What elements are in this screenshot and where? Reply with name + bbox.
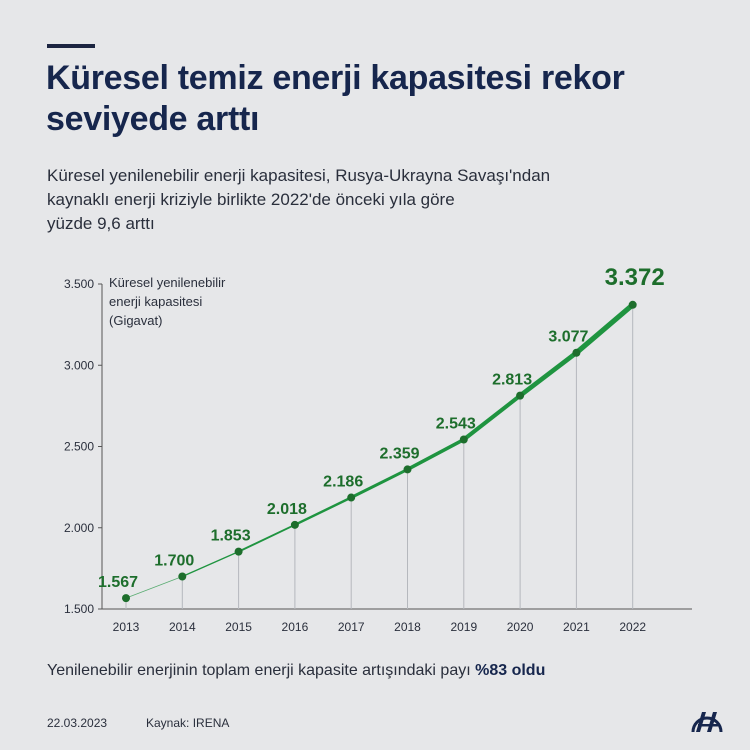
x-tick-label: 2015	[225, 620, 252, 634]
line-segment	[181, 550, 240, 578]
x-tick-label: 2016	[282, 620, 309, 634]
date: 22.03.2023	[47, 716, 108, 730]
data-point	[178, 572, 187, 581]
y-tick-label: 2.500	[64, 440, 94, 454]
data-label: 1.567	[98, 574, 138, 591]
data-point	[459, 435, 468, 444]
footnote: Yenilenebilir enerjinin toplam enerji ka…	[47, 662, 545, 680]
data-label: 2.186	[323, 474, 363, 491]
data-label: 2.018	[267, 501, 307, 518]
subtitle-line: yüzde 9,6 arttı	[47, 214, 155, 233]
data-point	[347, 493, 356, 502]
data-point	[122, 594, 130, 603]
y-tick-label: 3.000	[64, 358, 94, 372]
line-segment	[237, 523, 296, 553]
x-tick-label: 2021	[563, 620, 590, 634]
line-segment	[405, 437, 466, 472]
x-tick-label: 2019	[450, 620, 477, 634]
line-segment	[349, 467, 409, 500]
line-segment	[461, 393, 523, 442]
x-tick-label: 2014	[169, 620, 196, 634]
data-point	[572, 348, 581, 357]
x-tick-label: 2017	[338, 620, 365, 634]
data-label: 3.077	[548, 329, 588, 346]
x-tick-label: 2018	[394, 620, 421, 634]
page-title: Küresel temiz enerji kapasitesi rekor se…	[46, 59, 625, 138]
data-point	[628, 300, 637, 309]
data-label: 3.372	[605, 264, 665, 291]
subtitle-line: Küresel yenilenebilir enerji kapasitesi,…	[47, 166, 551, 185]
y-axis-label: (Gigavat)	[109, 313, 162, 328]
title-rule	[47, 44, 95, 48]
subtitle: Küresel yenilenebilir enerji kapasitesi,…	[47, 164, 647, 236]
data-label: 1.700	[154, 553, 194, 570]
line-segment	[573, 302, 636, 356]
line-segment	[517, 350, 579, 398]
y-tick-label: 3.500	[64, 277, 94, 291]
x-tick-label: 2020	[507, 620, 534, 634]
subtitle-line: kaynaklı enerji kriziyle birlikte 2022'd…	[47, 190, 455, 209]
data-point	[516, 391, 525, 400]
x-tick-label: 2022	[619, 620, 646, 634]
x-tick-label: 2013	[113, 620, 140, 634]
line-segment	[293, 496, 353, 527]
footnote-text: Yenilenebilir enerjinin toplam enerji ka…	[47, 662, 476, 679]
data-label: 2.813	[492, 372, 532, 389]
footnote-highlight: %83 oldu	[475, 662, 546, 679]
data-label: 2.543	[436, 416, 476, 433]
data-point	[234, 547, 243, 556]
y-axis-label: Küresel yenilenebilir	[109, 275, 226, 290]
data-label: 1.853	[211, 528, 251, 545]
data-label: 2.359	[379, 445, 419, 462]
y-tick-label: 1.500	[64, 602, 94, 616]
aa-logo-icon	[691, 712, 723, 733]
y-tick-label: 2.000	[64, 521, 94, 535]
y-axis-label: enerji kapasitesi	[109, 294, 202, 309]
line-segment	[125, 576, 183, 599]
data-point	[290, 520, 299, 529]
data-point	[403, 465, 412, 474]
source: Kaynak: IRENA	[146, 716, 230, 730]
